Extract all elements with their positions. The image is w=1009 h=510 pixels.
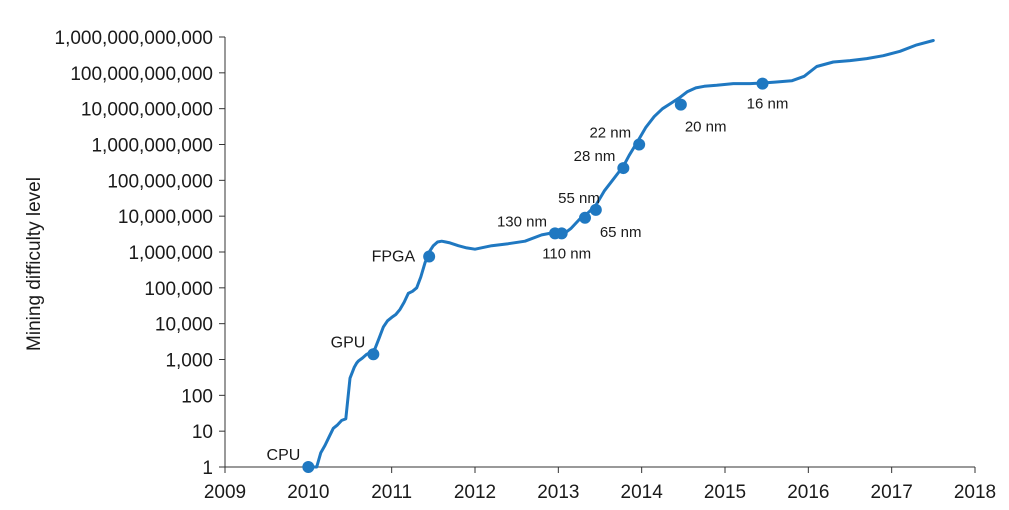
y-tick-label: 100,000,000 [107, 171, 213, 192]
y-tick-label: 1,000,000,000 [91, 136, 213, 157]
annotation-label: 16 nm [747, 96, 789, 113]
x-axis: 2009 2010 2011 2012 2013 2014 2015 2016 2017 2018 [204, 466, 996, 503]
annotation-label: 55 nm [558, 190, 600, 207]
annotation-label: 130 nm [497, 213, 547, 230]
series [306, 39, 935, 469]
y-tick-label: 10,000,000,000 [81, 100, 213, 121]
y-tick-label: 10 [192, 422, 213, 443]
annotation-markers [302, 77, 769, 473]
y-tick-label: 1,000,000 [128, 243, 213, 264]
annotation-marker [756, 77, 769, 90]
y-tick-label: 10,000,000 [118, 207, 213, 228]
annotation-marker [633, 138, 646, 151]
annotation-marker [555, 227, 568, 240]
x-tick-label: 2009 [204, 482, 246, 503]
y-tick-label: 100,000,000,000 [70, 64, 213, 85]
y-tick-label: 1 [202, 458, 213, 479]
annotation-marker [617, 162, 630, 175]
y-tick-label: 100,000 [144, 279, 213, 300]
annotation-marker [589, 203, 602, 216]
annotation-marker [423, 250, 436, 263]
y-tick-label: 100 [181, 386, 213, 407]
x-tick-label: 2011 [371, 482, 412, 503]
x-tick-label: 2012 [454, 482, 496, 503]
annotation-label: GPU [331, 334, 366, 351]
annotation-marker [674, 98, 687, 111]
annotation-label: CPU [267, 447, 301, 464]
annotation-label: 65 nm [600, 224, 642, 241]
y-axis: 1 10 100 1,000 10,000 100,000 1,000,000 10,000,… [55, 28, 226, 479]
x-tick-label: 2018 [954, 482, 996, 503]
x-tick-label: 2014 [621, 482, 664, 503]
annotation-label: 20 nm [685, 119, 727, 136]
x-tick-label: 2015 [704, 482, 746, 503]
annotation-label: 110 nm [542, 245, 591, 262]
x-tick-label: 2013 [537, 482, 579, 503]
annotation-marker [302, 461, 315, 473]
annotation-label: 28 nm [574, 148, 616, 165]
annotation-label: 22 nm [589, 125, 631, 142]
annotation-marker [579, 211, 591, 224]
y-axis-title: Mining difficulty level [24, 177, 45, 351]
y-tick-label: 1,000,000,000,000 [55, 28, 214, 49]
annotation-label: FPGA [372, 248, 416, 265]
x-tick-label: 2016 [787, 482, 829, 503]
series-line [306, 39, 935, 469]
annotation-marker [367, 348, 380, 361]
x-tick-label: 2010 [287, 482, 329, 503]
x-tick-label: 2017 [871, 482, 913, 503]
y-tick-label: 1,000 [165, 351, 213, 372]
y-tick-label: 10,000 [155, 315, 213, 336]
